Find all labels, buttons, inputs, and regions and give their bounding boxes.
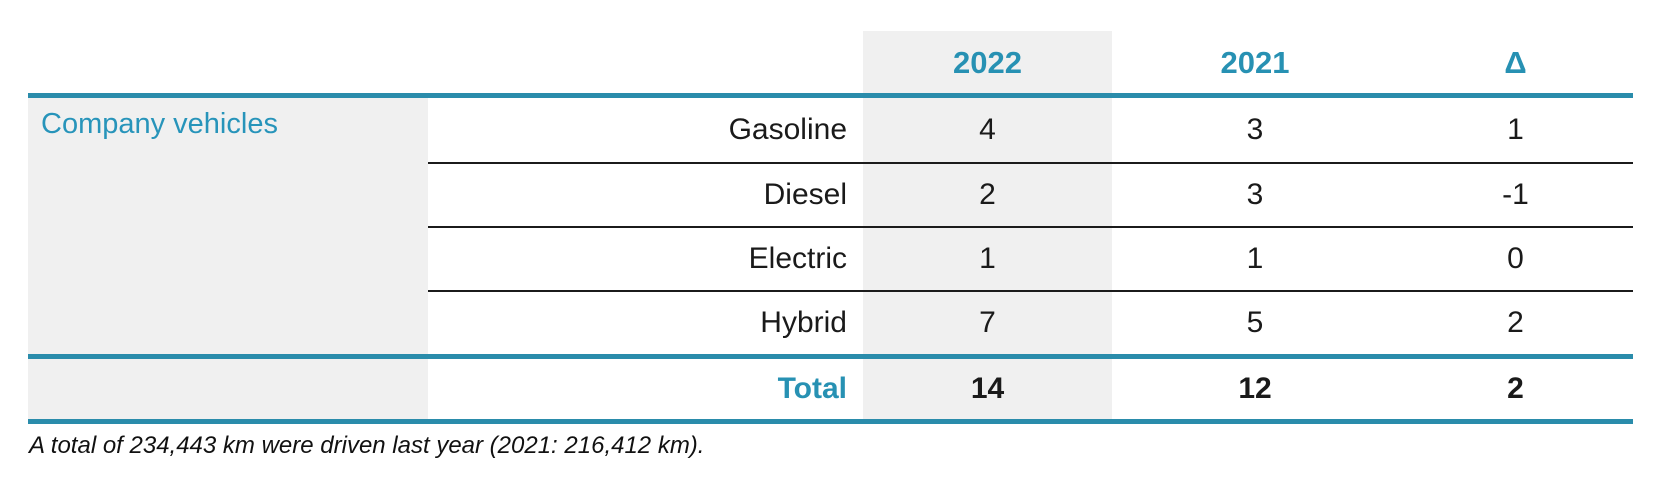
row-label-diesel: Diesel — [428, 162, 863, 226]
row-label-gasoline: Gasoline — [728, 113, 847, 146]
group-label-spacer — [28, 162, 428, 226]
value-gasoline-delta: 1 — [1507, 113, 1524, 146]
column-header-delta: Δ — [1504, 44, 1527, 80]
value-total-2022: 14 — [863, 359, 1112, 419]
value-electric-2022: 1 — [863, 226, 1112, 290]
table-row-total: Total 14 12 2 — [28, 359, 1633, 419]
table-total-section: Total 14 12 2 — [28, 354, 1633, 424]
table-header-row: 2022 2021 Δ — [28, 31, 1633, 93]
table-body: Company vehicles Gasoline 4 3 1 Diesel 2… — [28, 93, 1633, 354]
table-row-gasoline: Company vehicles Gasoline 4 3 1 — [28, 98, 1633, 162]
value-diesel-2021: 3 — [1112, 162, 1398, 226]
group-label-spacer — [28, 290, 428, 354]
value-electric-delta: 0 — [1398, 226, 1633, 290]
value-diesel-delta: -1 — [1398, 162, 1633, 226]
table-row-diesel: Diesel 2 3 -1 — [28, 162, 1633, 226]
row-label-hybrid: Hybrid — [428, 290, 863, 354]
value-hybrid-delta: 2 — [1398, 290, 1633, 354]
column-header-2021: 2021 — [1220, 44, 1290, 80]
group-label-spacer — [28, 359, 428, 419]
group-label-spacer — [28, 226, 428, 290]
footnote-km-driven: A total of 234,443 km were driven last y… — [29, 432, 705, 459]
value-hybrid-2021: 5 — [1112, 290, 1398, 354]
header-spacer-2 — [428, 31, 863, 93]
value-gasoline-2021: 3 — [1246, 113, 1264, 146]
total-label: Total — [777, 372, 847, 405]
group-label: Company vehicles — [28, 98, 428, 162]
value-total-delta: 2 — [1507, 372, 1524, 405]
value-diesel-2022: 2 — [863, 162, 1112, 226]
header-spacer-1 — [28, 31, 428, 93]
table-row-hybrid: Hybrid 7 5 2 — [28, 290, 1633, 354]
row-label-electric: Electric — [428, 226, 863, 290]
value-gasoline-2022: 4 — [863, 98, 1112, 162]
value-total-2021: 12 — [1238, 372, 1272, 405]
table-row-electric: Electric 1 1 0 — [28, 226, 1633, 290]
value-hybrid-2022: 7 — [863, 290, 1112, 354]
column-header-2022: 2022 — [863, 31, 1112, 93]
value-electric-2021: 1 — [1112, 226, 1398, 290]
company-vehicles-table: 2022 2021 Δ Company vehicles Gasoline 4 … — [28, 31, 1633, 424]
